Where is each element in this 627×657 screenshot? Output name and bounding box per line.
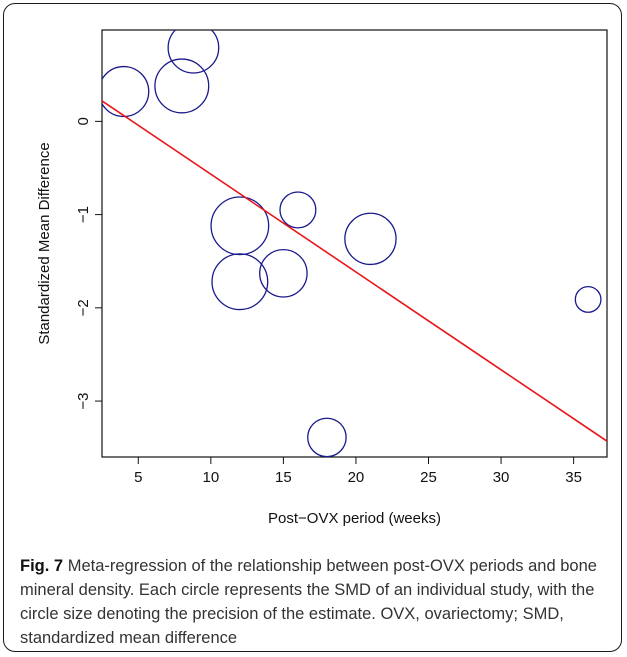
scatter-chart: 5 10 15 20 25 30 35 −3 −2 −1 0 Post−OVX period (we… [36, 29, 608, 527]
data-point-1 [102, 65, 150, 118]
y-tick-label: −1 [75, 206, 92, 223]
caption-text: Meta-regression of the relationship betw… [20, 557, 597, 647]
data-point-5 [211, 253, 269, 311]
plot-layer: 5 10 15 20 25 30 35 −3 −2 −1 0 [75, 29, 608, 486]
x-axis-title: Post−OVX period (weeks) [268, 510, 441, 527]
x-tick-label: 35 [565, 469, 582, 486]
data-point-10 [574, 285, 602, 313]
data-point-7 [279, 191, 317, 229]
data-point-8 [307, 417, 347, 457]
figure-caption: Fig. 7 Meta-regression of the relationsh… [20, 554, 610, 650]
data-points [102, 30, 607, 457]
x-tick-label: 15 [275, 469, 292, 486]
x-tick-label: 30 [493, 469, 510, 486]
caption-label: Fig. 7 [20, 557, 64, 575]
y-axis-title: Standardized Mean Difference [36, 142, 53, 344]
x-tick-label: 20 [348, 469, 365, 486]
data-point-4 [210, 196, 270, 256]
x-tick-label: 5 [134, 469, 142, 486]
y-tick-label: 0 [75, 117, 92, 125]
data-point-2 [154, 58, 210, 114]
y-tick-label: −2 [75, 299, 92, 316]
y-tick-label: −3 [75, 393, 92, 410]
data-point-3 [167, 30, 220, 74]
plot-box [101, 29, 608, 458]
x-tick-label: 10 [202, 469, 219, 486]
data-point-9 [344, 212, 397, 266]
data-point-6 [259, 249, 308, 298]
regression-line [102, 100, 607, 442]
x-tick-label: 25 [420, 469, 437, 486]
figure-frame [3, 3, 622, 652]
